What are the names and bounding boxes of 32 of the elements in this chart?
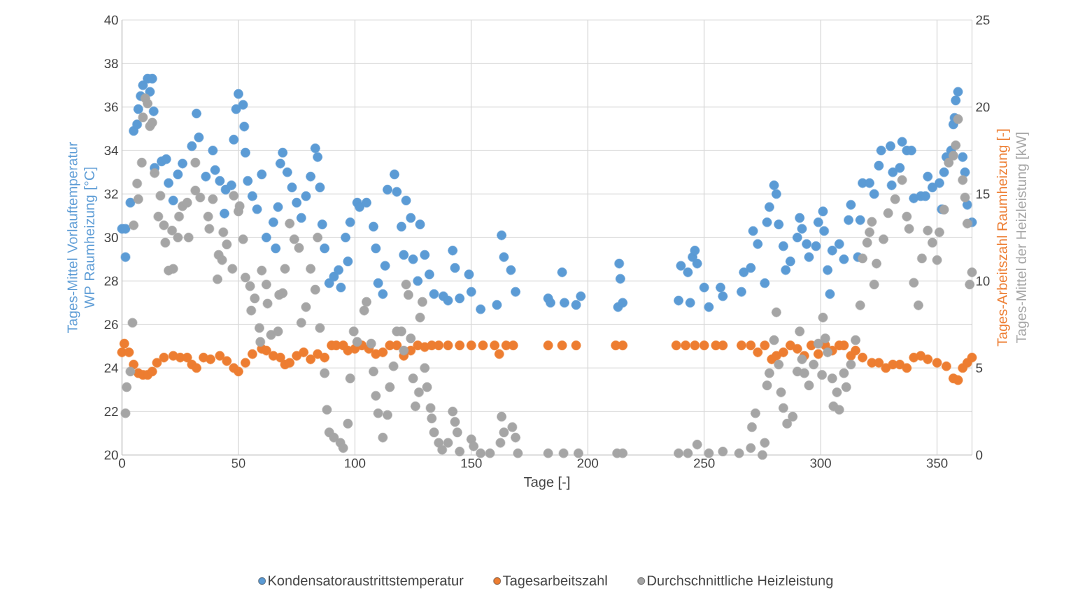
- legend-label: Tagesarbeitszahl: [502, 575, 607, 589]
- y-tick-label: 20: [104, 450, 118, 460]
- y2-tick-label: 5: [976, 363, 983, 373]
- x-tick-label: 100: [345, 458, 366, 468]
- x-axis-title: Tage [-]: [523, 476, 570, 490]
- x-tick-label: 250: [694, 458, 715, 468]
- y-axis-title: Tages-Mittel Vorlauftemperatur WP Raumheizung [°C]: [67, 142, 98, 333]
- y2-tick-label: 20: [976, 102, 990, 112]
- y-tick-label: 40: [104, 15, 118, 25]
- x-tick-label: 350: [926, 458, 948, 468]
- text: Tages-Arbeitszahl Raumheizung [-]: [996, 129, 1010, 347]
- y-tick-label: 36: [104, 102, 118, 112]
- y2-tick-label: 10: [976, 276, 990, 286]
- y-tick-label: 32: [104, 189, 118, 199]
- y2-tick-label: 15: [976, 189, 990, 199]
- x-tick-label: 200: [577, 458, 599, 468]
- y-tick-label: 30: [104, 232, 118, 243]
- y-tick-label: 22: [104, 406, 118, 417]
- x-tick-label: 150: [461, 458, 482, 468]
- y-tick-label: 28: [104, 276, 118, 286]
- y2-tick-label: 0: [976, 450, 983, 460]
- y-tick-label: 34: [104, 145, 119, 156]
- y-tick-label: 26: [104, 319, 118, 330]
- x-tick-label: 50: [231, 458, 246, 468]
- y2-tick-label: 25: [976, 15, 990, 25]
- legend-label: Kondensatoraustrittstemperatur: [268, 575, 464, 589]
- y-tick-label: 24: [104, 363, 119, 373]
- x-tick-label: 0: [118, 458, 126, 468]
- text: Tages-Mittel der Heizleistung [kW]: [1015, 132, 1029, 343]
- x-tick-label: 300: [810, 458, 831, 468]
- y-tick-label: 38: [104, 58, 118, 69]
- legend-label: Durchschnittliche Heizleistung: [647, 575, 833, 589]
